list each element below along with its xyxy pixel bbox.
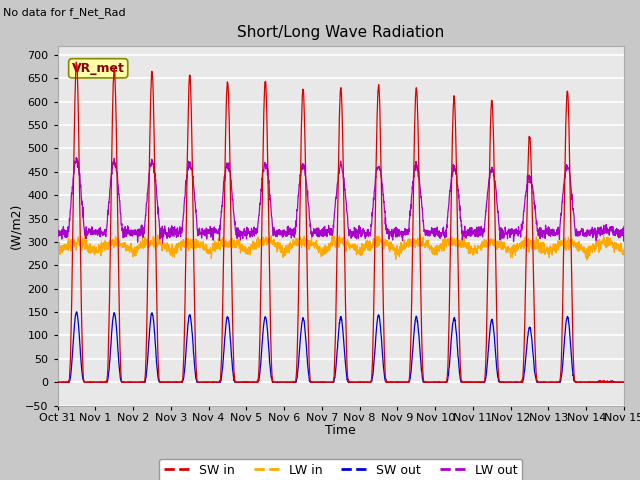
Legend: SW in, LW in, SW out, LW out: SW in, LW in, SW out, LW out [159, 459, 522, 480]
Title: Short/Long Wave Radiation: Short/Long Wave Radiation [237, 25, 444, 40]
Y-axis label: (W/m2): (W/m2) [10, 203, 22, 249]
Text: No data for f_Net_Rad: No data for f_Net_Rad [3, 7, 126, 18]
X-axis label: Time: Time [325, 424, 356, 437]
Text: VR_met: VR_met [72, 62, 125, 75]
